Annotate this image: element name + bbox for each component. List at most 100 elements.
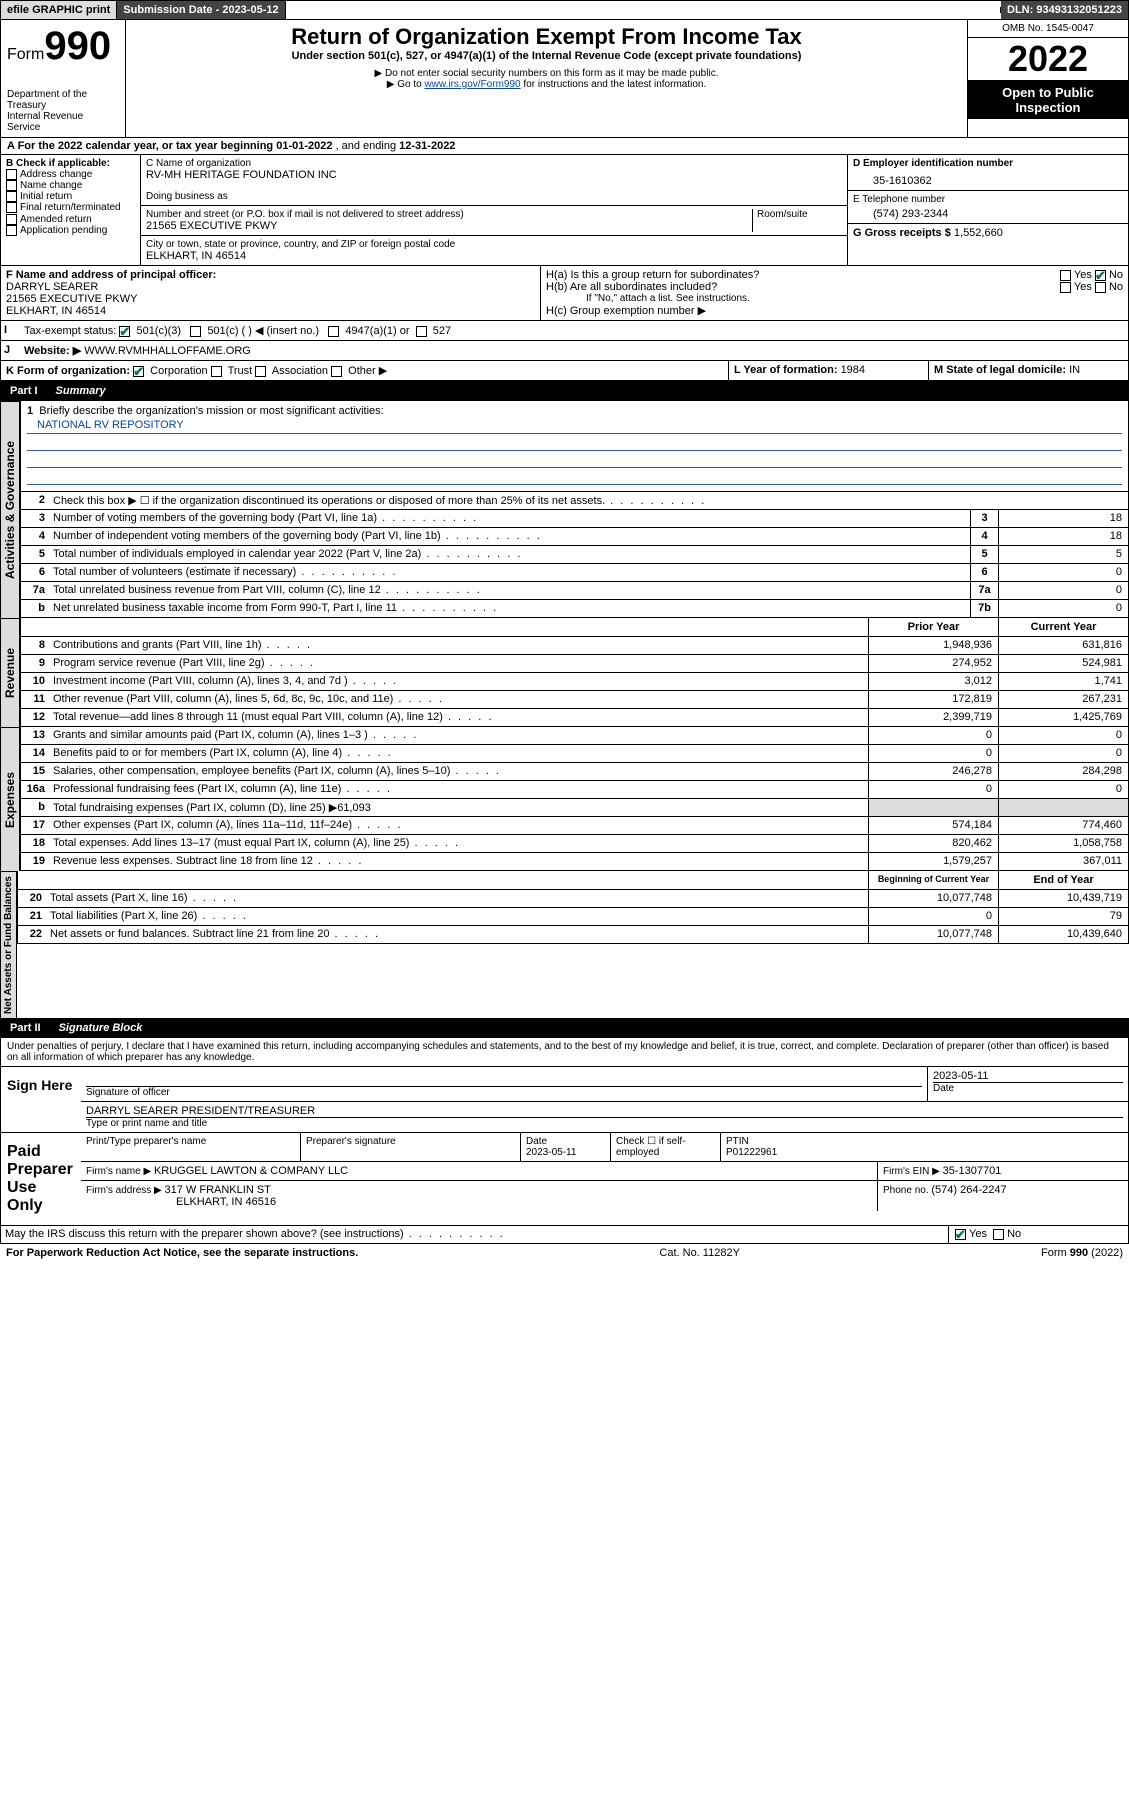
part2-header: Part II Signature Block: [0, 1018, 1129, 1038]
paid-preparer-label: Paid Preparer Use Only: [1, 1133, 81, 1225]
discuss-yes[interactable]: [955, 1229, 966, 1240]
col-de: D Employer identification number 35-1610…: [848, 155, 1128, 265]
vlabel-revenue: Revenue: [0, 618, 20, 727]
check-527[interactable]: [416, 326, 427, 337]
vlabel-net: Net Assets or Fund Balances: [0, 871, 17, 1018]
sign-here-block: Sign Here Signature of officer 2023-05-1…: [0, 1067, 1129, 1133]
paid-preparer-block: Paid Preparer Use Only Print/Type prepar…: [0, 1133, 1129, 1226]
officer-addr2: ELKHART, IN 46514: [6, 305, 535, 317]
form-header: Form990 Department of the Treasury Inter…: [0, 20, 1129, 138]
check-4947[interactable]: [328, 326, 339, 337]
firm-ein: 35-1307701: [943, 1165, 1002, 1177]
hb-question: H(b) Are all subordinates included?: [546, 281, 717, 293]
row-j: J Website: ▶ WWW.RVMHHALLOFFAME.ORG: [0, 341, 1129, 361]
check-app-pending[interactable]: [6, 225, 17, 236]
penalties-text: Under penalties of perjury, I declare th…: [0, 1038, 1129, 1067]
data-line: 9Program service revenue (Part VIII, lin…: [20, 655, 1129, 673]
col-end-year: End of Year: [998, 871, 1128, 889]
telephone: (574) 293-2344: [853, 205, 1123, 220]
data-line: 8Contributions and grants (Part VIII, li…: [20, 637, 1129, 655]
ha-question: H(a) Is this a group return for subordin…: [546, 269, 759, 281]
note-ssn: ▶ Do not enter social security numbers o…: [130, 68, 963, 79]
check-501c3[interactable]: [119, 326, 130, 337]
gov-line: 2Check this box ▶ ☐ if the organization …: [20, 492, 1129, 510]
section-governance: Activities & Governance 1 Briefly descri…: [0, 401, 1129, 618]
officer-name: DARRYL SEARER: [6, 281, 535, 293]
irs-link[interactable]: www.irs.gov/Form990: [424, 79, 520, 90]
check-trust[interactable]: [211, 366, 222, 377]
firm-phone: (574) 264-2247: [931, 1184, 1006, 1196]
data-line: 10Investment income (Part VIII, column (…: [20, 673, 1129, 691]
footer-right: Form 990 (2022): [1041, 1247, 1123, 1259]
gov-line: 7aTotal unrelated business revenue from …: [20, 582, 1129, 600]
omb-number: OMB No. 1545-0047: [968, 20, 1128, 38]
firm-addr1: 317 W FRANKLIN ST: [165, 1184, 271, 1196]
sign-here-label: Sign Here: [1, 1067, 81, 1132]
data-line: 12Total revenue—add lines 8 through 11 (…: [20, 709, 1129, 727]
discuss-no[interactable]: [993, 1229, 1004, 1240]
check-address-change[interactable]: [6, 169, 17, 180]
data-line: 14Benefits paid to or for members (Part …: [20, 745, 1129, 763]
col-c-org: C Name of organization RV-MH HERITAGE FO…: [141, 155, 848, 265]
vlabel-governance: Activities & Governance: [0, 401, 20, 618]
irs-label: Internal Revenue Service: [7, 111, 119, 133]
year-formation: 1984: [841, 364, 865, 376]
officer-name-title: DARRYL SEARER PRESIDENT/TREASURER: [86, 1105, 1123, 1117]
footer-cat: Cat. No. 11282Y: [659, 1247, 740, 1259]
check-self-employed[interactable]: Check ☐ if self-employed: [611, 1133, 721, 1161]
row-k: K Form of organization: Corporation Trus…: [0, 361, 1129, 381]
ptin: P01222961: [726, 1147, 777, 1158]
data-line: 19Revenue less expenses. Subtract line 1…: [20, 853, 1129, 871]
ha-no[interactable]: [1095, 270, 1106, 281]
dln: DLN: 93493132051223: [1001, 1, 1128, 19]
section-revenue: Revenue Prior Year Current Year 8Contrib…: [0, 618, 1129, 727]
tax-year: 2022: [968, 38, 1128, 81]
data-line: 15Salaries, other compensation, employee…: [20, 763, 1129, 781]
gov-line: 4Number of independent voting members of…: [20, 528, 1129, 546]
col-current-year: Current Year: [998, 618, 1128, 636]
check-final-return[interactable]: [6, 202, 17, 213]
ha-yes[interactable]: [1060, 270, 1071, 281]
hb-no[interactable]: [1095, 282, 1106, 293]
row-f-h: F Name and address of principal officer:…: [0, 266, 1129, 321]
data-line: 13Grants and similar amounts paid (Part …: [20, 727, 1129, 745]
identity-block: B Check if applicable: Address change Na…: [0, 155, 1129, 266]
data-line: 17Other expenses (Part IX, column (A), l…: [20, 817, 1129, 835]
firm-name: KRUGGEL LAWTON & COMPANY LLC: [154, 1165, 348, 1177]
gov-line: 3Number of voting members of the governi…: [20, 510, 1129, 528]
data-line: 16aProfessional fundraising fees (Part I…: [20, 781, 1129, 799]
data-line: 18Total expenses. Add lines 13–17 (must …: [20, 835, 1129, 853]
data-line: 21Total liabilities (Part X, line 26)079: [17, 908, 1129, 926]
check-initial-return[interactable]: [6, 191, 17, 202]
check-corporation[interactable]: [133, 366, 144, 377]
check-501c[interactable]: [190, 326, 201, 337]
part1-header: Part I Summary: [0, 381, 1129, 401]
check-name-change[interactable]: [6, 180, 17, 191]
form-subtitle: Under section 501(c), 527, or 4947(a)(1)…: [130, 50, 963, 62]
check-other[interactable]: [331, 366, 342, 377]
gov-line: bNet unrelated business taxable income f…: [20, 600, 1129, 618]
col-b-checks: B Check if applicable: Address change Na…: [1, 155, 141, 265]
gov-line: 5Total number of individuals employed in…: [20, 546, 1129, 564]
check-association[interactable]: [255, 366, 266, 377]
efile-label: efile GRAPHIC print: [1, 1, 117, 19]
vlabel-expenses: Expenses: [0, 727, 20, 871]
gross-receipts: 1,552,660: [954, 227, 1003, 239]
row-a-tax-year: A For the 2022 calendar year, or tax yea…: [0, 138, 1129, 155]
gov-line: 6Total number of volunteers (estimate if…: [20, 564, 1129, 582]
check-amended[interactable]: [6, 214, 17, 225]
col-begin-year: Beginning of Current Year: [868, 871, 998, 889]
discuss-row: May the IRS discuss this return with the…: [0, 1226, 1129, 1244]
mission-text[interactable]: NATIONAL RV REPOSITORY: [37, 419, 184, 431]
section-net-assets: Net Assets or Fund Balances Beginning of…: [0, 871, 1129, 1018]
hc-group-exemption: H(c) Group exemption number ▶: [546, 304, 1123, 317]
row-i: I Tax-exempt status: 501(c)(3) 501(c) ( …: [0, 321, 1129, 341]
top-bar: efile GRAPHIC print Submission Date - 20…: [0, 0, 1129, 20]
street-address: 21565 EXECUTIVE PKWY: [146, 220, 752, 232]
sign-date: 2023-05-11: [933, 1070, 1123, 1082]
data-line: bTotal fundraising expenses (Part IX, co…: [20, 799, 1129, 817]
hb-yes[interactable]: [1060, 282, 1071, 293]
website: WWW.RVMHHALLOFFAME.ORG: [84, 345, 251, 357]
section-expenses: Expenses 13Grants and similar amounts pa…: [0, 727, 1129, 871]
open-public-label: Open to Public Inspection: [968, 81, 1128, 119]
